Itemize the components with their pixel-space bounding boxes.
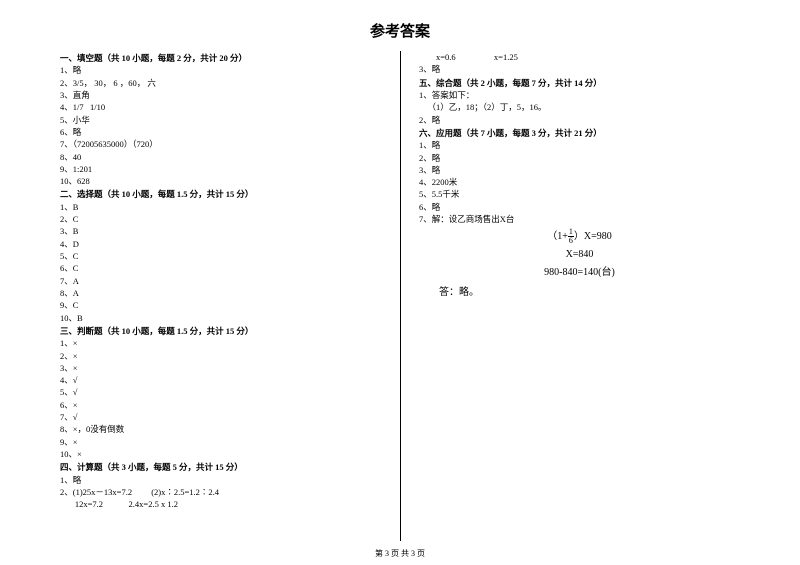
s1-item: 5、小华: [60, 114, 382, 126]
s6-item: 1、略: [419, 139, 740, 151]
s2-item: 1、B: [60, 201, 382, 213]
s1-item: 2、3/5， 30， 6 ，60， 六: [60, 77, 382, 89]
s6-item: 2、略: [419, 152, 740, 164]
right-column: x=0.6 x=1.25 3、略 五、综合题（共 2 小题，每题 7 分，共计 …: [400, 51, 740, 541]
section-1-header: 一、填空题（共 10 小题，每题 2 分，共计 20 分）: [60, 52, 382, 64]
section-6-header: 六、应用题（共 7 小题，每题 3 分，共计 21 分）: [419, 127, 740, 139]
answer-line: 答：略。: [419, 286, 740, 301]
eq-text: ）X=980: [574, 231, 612, 242]
s3-item: 2、×: [60, 350, 382, 362]
s2-item: 6、C: [60, 262, 382, 274]
equation-2: X=840: [419, 248, 740, 263]
s2-item: 2、C: [60, 213, 382, 225]
s1-item: 4、1/7 1/10: [60, 101, 382, 113]
s4-item: 2、(1)25x－13x=7.2 (2)x∶2.5=1.2∶2.4: [60, 486, 382, 498]
s1-item: 8、40: [60, 151, 382, 163]
s6-item: 6、略: [419, 201, 740, 213]
s3-item: 4、√: [60, 374, 382, 386]
s2-item: 8、A: [60, 287, 382, 299]
s2-item: 3、B: [60, 225, 382, 237]
section-3-header: 三、判断题（共 10 小题，每题 1.5 分，共计 15 分）: [60, 325, 382, 337]
s6-item: 5、5.5千米: [419, 188, 740, 200]
s1-item: 9、1:201: [60, 163, 382, 175]
s3-item: 8、×，0没有倒数: [60, 423, 382, 435]
section-4-header: 四、计算题（共 3 小题，每题 5 分，共计 15 分）: [60, 461, 382, 473]
two-column-layout: 一、填空题（共 10 小题，每题 2 分，共计 20 分） 1、略 2、3/5，…: [60, 51, 740, 541]
s5-item: 2、略: [419, 114, 740, 126]
calc-item: 3、略: [419, 63, 740, 75]
s3-item: 7、√: [60, 411, 382, 423]
s1-item: 3、直角: [60, 89, 382, 101]
s2-item: 7、A: [60, 275, 382, 287]
s3-item: 6、×: [60, 399, 382, 411]
s1-item: 7、（72005635000）（720）: [60, 138, 382, 150]
s5-item: （1）乙，18；（2）丁，5，16。: [419, 101, 740, 113]
s3-item: 5、√: [60, 386, 382, 398]
page-title: 参考答案: [60, 20, 740, 41]
s3-item: 9、×: [60, 436, 382, 448]
equation-3: 980-840=140(台): [419, 266, 740, 281]
equation-block: （1+16）X=980 X=840 980-840=140(台): [419, 228, 740, 280]
eq-text: （1+: [547, 231, 568, 242]
left-column: 一、填空题（共 10 小题，每题 2 分，共计 20 分） 1、略 2、3/5，…: [60, 51, 400, 541]
s3-item: 10、×: [60, 448, 382, 460]
s4-item: 1、略: [60, 474, 382, 486]
answer-sheet-page: 参考答案 一、填空题（共 10 小题，每题 2 分，共计 20 分） 1、略 2…: [0, 0, 800, 565]
section-2-header: 二、选择题（共 10 小题，每题 1.5 分，共计 15 分）: [60, 188, 382, 200]
s4-item: 12x=7.2 2.4x=2.5 x 1.2: [60, 498, 382, 510]
s3-item: 1、×: [60, 337, 382, 349]
s6-item: 3、略: [419, 164, 740, 176]
s3-item: 3、×: [60, 362, 382, 374]
page-footer: 第 3 页 共 3 页: [0, 548, 800, 559]
calc-continuation: x=0.6 x=1.25: [419, 51, 740, 63]
s2-item: 4、D: [60, 238, 382, 250]
equation-1: （1+16）X=980: [419, 228, 740, 245]
section-5-header: 五、综合题（共 2 小题，每题 7 分，共计 14 分）: [419, 77, 740, 89]
s2-item: 9、C: [60, 299, 382, 311]
s2-item: 10、B: [60, 312, 382, 324]
s6-item: 4、2200米: [419, 176, 740, 188]
s6-item: 7、解：设乙商场售出X台: [419, 213, 740, 225]
s1-item: 10、628: [60, 175, 382, 187]
s1-item: 6、略: [60, 126, 382, 138]
s1-item: 1、略: [60, 64, 382, 76]
s2-item: 5、C: [60, 250, 382, 262]
s5-item: 1、答案如下：: [419, 89, 740, 101]
